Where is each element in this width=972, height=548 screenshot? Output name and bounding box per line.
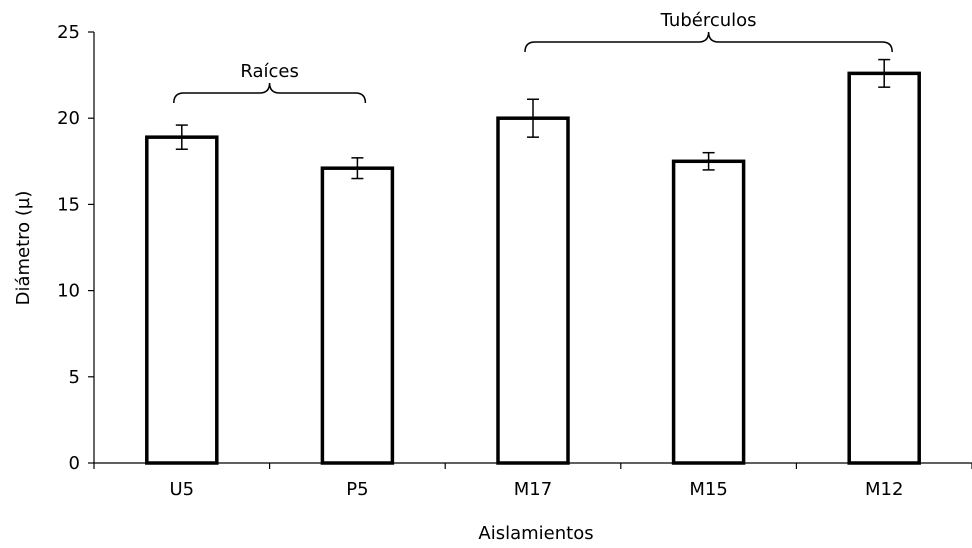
y-tick-label: 25 — [57, 22, 80, 43]
x-axis-title: Aislamientos — [478, 523, 593, 544]
x-tick-label: U5 — [169, 479, 194, 500]
y-tick-label: 0 — [69, 453, 80, 474]
annotation-label: Tubérculos — [660, 10, 757, 31]
brace-0 — [173, 82, 367, 104]
bar-p5 — [320, 166, 395, 465]
bar-u5 — [145, 135, 219, 465]
annotation-label: Raíces — [240, 61, 299, 82]
x-tick-label: M15 — [689, 479, 727, 500]
bar-m12 — [847, 71, 921, 465]
y-tick-label: 5 — [69, 367, 80, 388]
y-tick-label: 15 — [57, 194, 80, 215]
plot-area: 0 5 10 15 20 25 U5 P5 M17 M15 M12 Raíces Tubérculos — [57, 10, 972, 500]
x-tick-label: P5 — [346, 479, 368, 500]
y-tick-label: 10 — [57, 281, 80, 302]
brace-1 — [524, 31, 893, 53]
x-tick-label: M12 — [865, 479, 903, 500]
bar-m15 — [671, 159, 746, 465]
bar-m17 — [496, 116, 570, 465]
y-axis-title: Diámetro (µ) — [13, 191, 34, 306]
x-tick-label: M17 — [514, 479, 552, 500]
y-tick-label: 20 — [57, 108, 80, 129]
